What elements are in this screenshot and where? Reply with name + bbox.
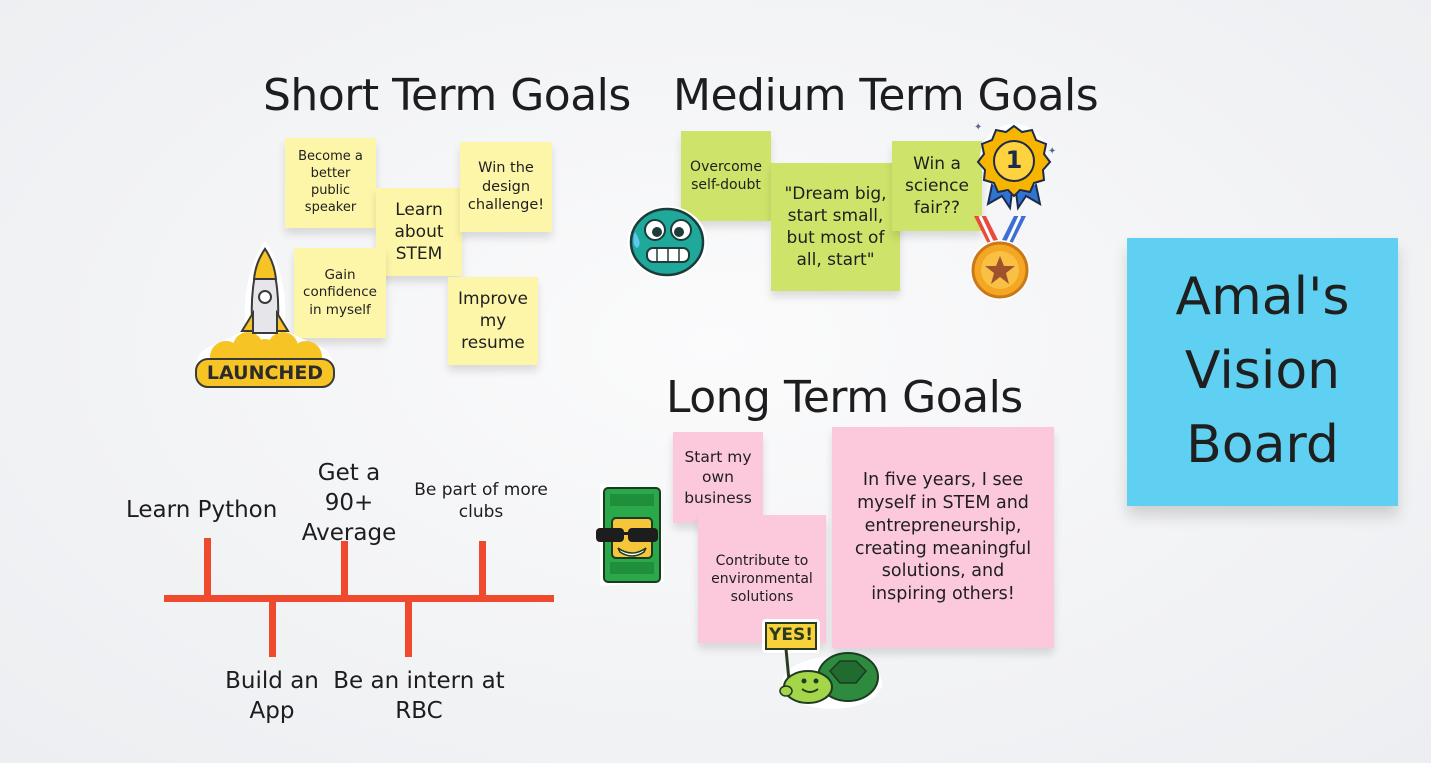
note-public-speaker[interactable]: Become a better public speaker <box>285 138 376 228</box>
rocket-icon <box>195 241 335 388</box>
badge-number: 1 <box>1005 146 1023 174</box>
medium-term-heading: Medium Term Goals <box>673 70 1099 121</box>
cool-money-sticker[interactable] <box>590 478 670 590</box>
note-dream-big[interactable]: "Dream big, start small, but most of all… <box>771 163 900 291</box>
note-own-business[interactable]: Start my own business <box>673 432 763 523</box>
timeline-tick-average <box>341 541 348 598</box>
svg-text:✦: ✦ <box>974 122 982 133</box>
yes-sign-label: YES! <box>769 625 813 645</box>
medal-icon <box>970 215 1030 300</box>
timeline-label-python[interactable]: Learn Python <box>126 497 278 523</box>
first-place-badge[interactable]: ✦ ✦ 1 <box>966 116 1062 212</box>
note-self-doubt[interactable]: Overcome self-doubt <box>681 131 771 221</box>
note-learn-stem[interactable]: Learn about STEM <box>376 188 462 276</box>
vision-board-title-note[interactable]: Amal's Vision Board <box>1127 238 1398 506</box>
launched-label: LAUNCHED <box>206 362 324 384</box>
note-confidence[interactable]: Gain confidence in myself <box>294 248 386 338</box>
short-term-heading: Short Term Goals <box>263 70 631 121</box>
star-medal-sticker[interactable] <box>960 212 1040 302</box>
timeline-tick-app <box>269 600 276 657</box>
note-five-years[interactable]: In five years, I see myself in STEM and … <box>832 427 1054 648</box>
badge-icon: ✦ ✦ <box>974 122 1056 211</box>
timeline-axis <box>164 595 554 602</box>
yes-turtle-sticker[interactable]: YES! <box>760 617 884 711</box>
rocket-launched-sticker[interactable]: LAUNCHED <box>188 235 343 395</box>
long-term-heading: Long Term Goals <box>666 372 1023 423</box>
note-resume[interactable]: Improve my resume <box>448 277 538 365</box>
timeline-label-clubs[interactable]: Be part of more clubs <box>414 480 548 523</box>
nervous-face-sticker[interactable] <box>623 192 711 282</box>
turtle-icon <box>762 619 882 709</box>
svg-text:✦: ✦ <box>1048 146 1056 157</box>
money-bill-icon <box>596 484 664 586</box>
note-design-challenge[interactable]: Win the design challenge! <box>460 142 552 232</box>
timeline-tick-intern <box>405 600 412 657</box>
timeline-tick-python <box>204 538 211 598</box>
timeline-tick-clubs <box>479 541 486 598</box>
grimace-face-icon <box>627 206 707 278</box>
timeline-label-app[interactable]: Build an App <box>225 668 319 724</box>
timeline-label-intern[interactable]: Be an intern at RBC <box>333 668 505 724</box>
note-science-fair[interactable]: Win a science fair?? <box>892 141 982 231</box>
timeline-label-average[interactable]: Get a 90+ Average <box>301 460 397 546</box>
